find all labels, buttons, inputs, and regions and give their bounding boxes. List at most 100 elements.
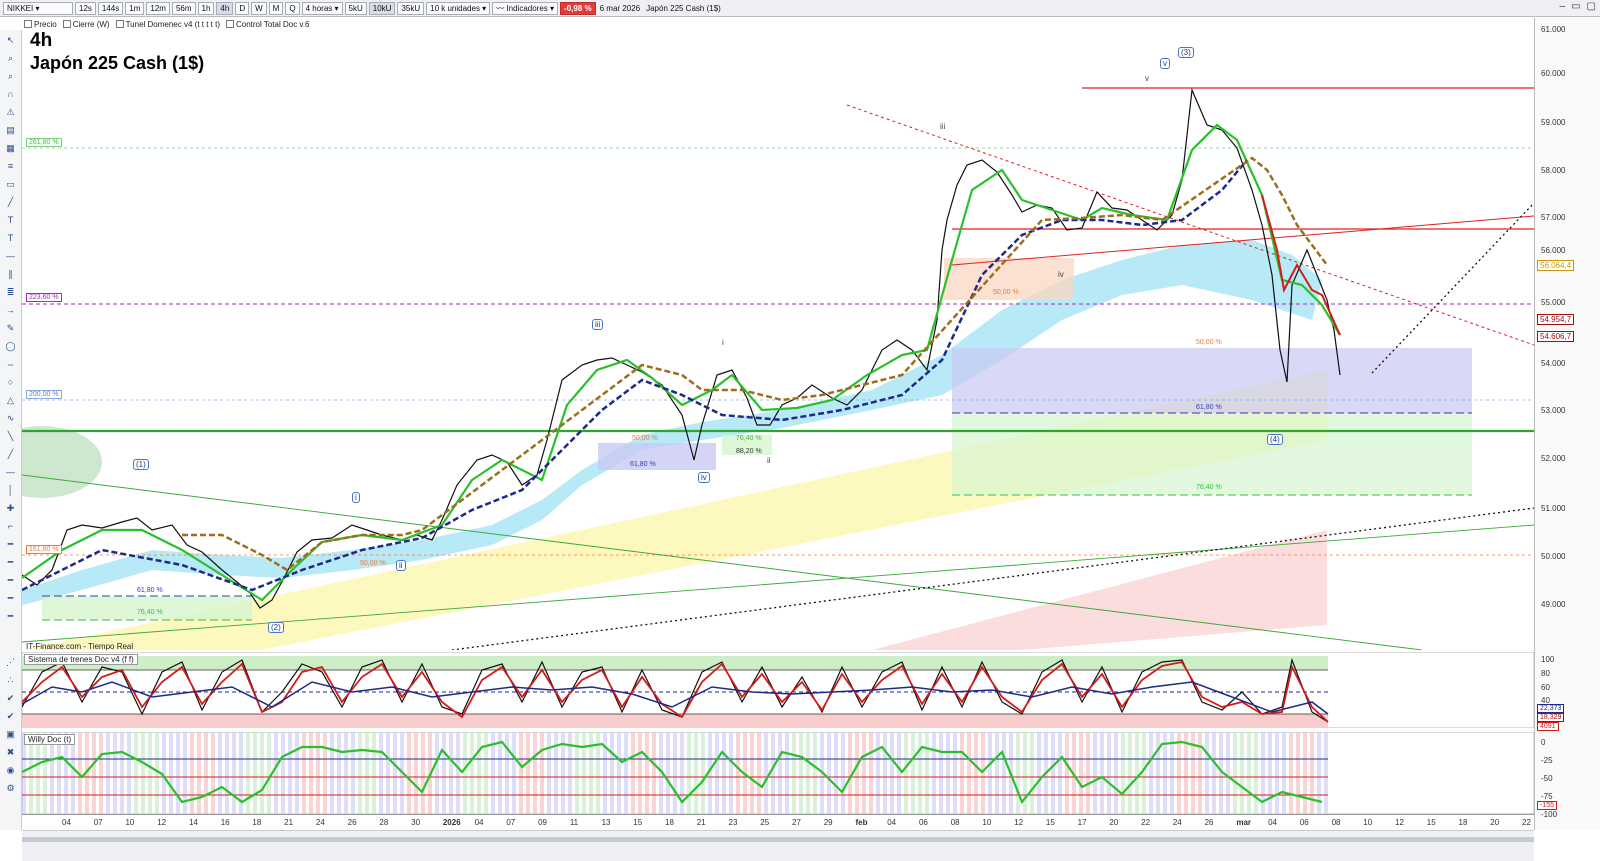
eye-icon[interactable]: ◉ xyxy=(6,765,15,775)
fib-zone-label: 50,00 % xyxy=(1196,339,1222,346)
time-axis[interactable]: 04 07 10 12 14 16 18 21 24 26 28 30 2026 04 07 09 11 13 15… xyxy=(22,814,1534,830)
legend-item-control[interactable]: Control Total Doc v.6 xyxy=(225,18,310,30)
fibonacci-icon[interactable]: ≣ xyxy=(6,287,15,297)
willy-bar xyxy=(337,732,341,814)
check-green-icon[interactable]: ✔ xyxy=(6,711,15,721)
checkbox-icon[interactable] xyxy=(115,20,124,28)
ruler-icon[interactable]: ▤ xyxy=(6,125,15,135)
willy-bar xyxy=(498,732,502,814)
volume-35kU[interactable]: 35kU xyxy=(397,1,425,15)
willy-bar xyxy=(1135,732,1139,814)
willy-bar xyxy=(834,732,838,814)
timeframe-W[interactable]: W xyxy=(251,1,267,15)
willy-bar xyxy=(540,732,544,814)
checkbox-icon[interactable] xyxy=(24,20,32,28)
ray-icon[interactable]: ╱ xyxy=(7,449,14,459)
channel-icon[interactable]: ∥ xyxy=(8,269,13,279)
line-icon[interactable]: ╲ xyxy=(7,431,14,441)
time-tick: 11 xyxy=(569,818,579,827)
dash-red-icon[interactable]: ━ xyxy=(7,593,14,603)
zoom-icon[interactable]: ⌕ xyxy=(7,53,14,63)
symbol-selector[interactable]: NIKKEI ▾ xyxy=(3,1,73,15)
legend-item-cierre[interactable]: Cierre (W) xyxy=(62,18,110,30)
indicators-button[interactable]: 〰 Indicadores ▾ xyxy=(492,1,559,15)
dash-navy-icon[interactable]: ━ xyxy=(7,611,14,621)
legend-item-precio[interactable]: Precio xyxy=(24,18,57,30)
hline-red-icon[interactable]: ― xyxy=(6,467,15,477)
dash-green-icon[interactable]: ━ xyxy=(7,575,14,585)
timeframe-Q[interactable]: Q xyxy=(285,1,300,15)
willy-bar xyxy=(1184,732,1188,814)
timeframe-12s[interactable]: 12s xyxy=(75,1,96,15)
time-tick: 18 xyxy=(252,818,262,827)
hline-icon[interactable]: ― xyxy=(6,251,15,261)
arrow-icon[interactable]: → xyxy=(6,305,15,315)
price-chart[interactable] xyxy=(22,30,1534,650)
cross-icon[interactable]: ✚ xyxy=(6,503,15,513)
cursor-icon[interactable]: ↖ xyxy=(6,35,15,45)
wave-icon[interactable]: ∿ xyxy=(6,413,15,423)
close-icon[interactable]: ▢ xyxy=(1586,1,1596,12)
checkbox-icon[interactable] xyxy=(225,20,234,28)
horizontal-scrollbar[interactable] xyxy=(22,830,1534,861)
vline-icon[interactable]: │ xyxy=(7,485,14,495)
willy-bar xyxy=(890,732,894,814)
pane1-title[interactable]: Sistema de trenes Doc v4 (f f) xyxy=(24,654,138,665)
alert-icon[interactable]: ⚠ xyxy=(6,107,15,117)
text-green-icon[interactable]: T xyxy=(7,233,14,243)
restore-icon[interactable]: ▭ xyxy=(1571,1,1581,12)
willy-bar xyxy=(1142,732,1146,814)
willy-bar xyxy=(1324,732,1328,814)
timeframe-12m[interactable]: 12m xyxy=(146,1,170,15)
settings-icon[interactable]: ⚙ xyxy=(6,783,15,793)
circle-icon[interactable]: ○ xyxy=(7,377,14,387)
measure-icon[interactable]: ⇔ xyxy=(6,359,15,369)
checkbox-icon[interactable] xyxy=(62,20,71,28)
timeframe-M[interactable]: M xyxy=(268,1,284,15)
volume-5kU[interactable]: 5kU xyxy=(344,1,367,15)
trendline-icon[interactable]: ╱ xyxy=(7,197,14,207)
delete-icon[interactable]: ✖ xyxy=(6,747,15,757)
lock-icon[interactable]: ▣ xyxy=(6,729,15,739)
timeframe-144s[interactable]: 144s xyxy=(97,1,124,15)
willy-bar xyxy=(1079,732,1083,814)
scroll-thumb[interactable] xyxy=(22,837,1534,842)
willy-bar xyxy=(995,732,999,814)
willy-bar xyxy=(575,732,579,814)
timeframe-D[interactable]: D xyxy=(235,1,250,15)
check-icon[interactable]: ✔ xyxy=(6,693,15,703)
willy-pane[interactable] xyxy=(22,732,1534,814)
willy-bar xyxy=(659,732,663,814)
text-icon[interactable]: T xyxy=(7,215,14,225)
minimize-icon[interactable]: – xyxy=(1559,1,1566,12)
volume-10kU[interactable]: 10kU xyxy=(368,1,396,15)
scatter-icon[interactable]: ∴ xyxy=(7,675,14,685)
legend-item-tunel[interactable]: Tunel Domenec v4 (t t t t t) xyxy=(115,18,220,30)
dash-blue-icon[interactable]: ━ xyxy=(7,557,14,567)
magnet-icon[interactable]: ∩ xyxy=(7,89,14,99)
willy-bar xyxy=(715,732,719,814)
ellipse-icon[interactable]: ◯ xyxy=(5,341,16,351)
fib-zone-label: 50,00 % xyxy=(993,289,1019,296)
pencil-icon[interactable]: ✎ xyxy=(6,323,15,333)
dots-icon[interactable]: ⋰ xyxy=(6,657,15,667)
rectangle-icon[interactable]: ▭ xyxy=(6,179,15,189)
trend-system-pane[interactable] xyxy=(22,652,1534,728)
bracket-icon[interactable]: ⌐ xyxy=(7,521,14,531)
pane2-title[interactable]: Willy Doc (t) xyxy=(24,734,76,745)
wave-label: iv xyxy=(698,472,710,483)
level-icon[interactable]: ≡ xyxy=(7,161,14,171)
fib-zone-label: 61,80 % xyxy=(630,461,656,468)
timeframe-1m[interactable]: 1m xyxy=(125,1,145,15)
timeframe-1h[interactable]: 1h xyxy=(197,1,215,15)
period-dropdown[interactable]: 4 horas ▾ xyxy=(301,1,343,15)
zoom-out-icon[interactable]: ⌕ xyxy=(7,71,14,81)
units-dropdown[interactable]: 10 k unidades ▾ xyxy=(426,1,491,15)
timeframe-4h[interactable]: 4h xyxy=(216,1,234,15)
dash-icon[interactable]: ━ xyxy=(7,539,14,549)
price-axis[interactable]: 61.000 60.000 59.000 58.000 57.000 56.00… xyxy=(1534,18,1600,830)
triangle-icon[interactable]: △ xyxy=(7,395,14,405)
willy-bar xyxy=(379,732,383,814)
timeframe-56m[interactable]: 56m xyxy=(171,1,196,15)
grid-icon[interactable]: ▦ xyxy=(6,143,15,153)
